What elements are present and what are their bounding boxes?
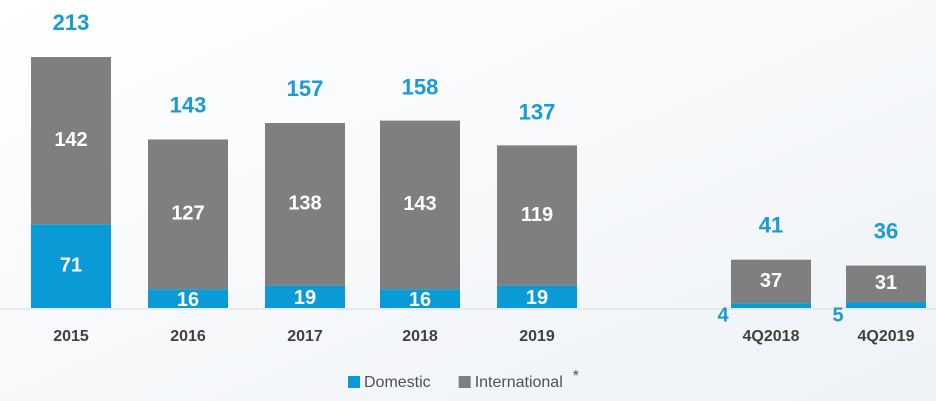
x-tick-label: 2015 xyxy=(53,328,89,345)
bar-segment xyxy=(731,259,811,304)
legend-swatch xyxy=(458,376,471,388)
bar-segment xyxy=(31,57,111,225)
x-tick-label: 2018 xyxy=(402,328,438,345)
x-tick-label: 4Q2019 xyxy=(858,328,915,345)
total-label: 137 xyxy=(519,99,556,124)
x-tick-label: 2019 xyxy=(519,328,555,345)
bar-segment xyxy=(846,265,926,303)
segment-label: 127 xyxy=(171,203,204,225)
segment-label: 143 xyxy=(403,193,436,215)
bar-segment xyxy=(265,122,345,286)
bar-segment xyxy=(497,285,577,308)
bar-segment xyxy=(148,139,228,290)
x-tick-label: 4Q2018 xyxy=(743,328,800,345)
total-label: 158 xyxy=(402,75,439,100)
segment-label: 16 xyxy=(177,289,199,311)
bar-segment xyxy=(846,302,926,308)
total-label: 213 xyxy=(53,10,90,35)
legend-label: International xyxy=(475,374,563,391)
total-label: 41 xyxy=(759,212,783,237)
total-label: 157 xyxy=(287,76,324,101)
bar-segment xyxy=(497,145,577,286)
segment-label: 31 xyxy=(875,272,897,294)
segment-label: 19 xyxy=(526,287,548,309)
bar-segment xyxy=(148,289,228,308)
segment-label: 16 xyxy=(409,289,431,311)
bar-segment xyxy=(380,289,460,308)
bar-segment xyxy=(380,120,460,290)
segment-label: 5 xyxy=(832,304,843,326)
legend-label: Domestic xyxy=(364,374,431,391)
legend-note: * xyxy=(573,368,579,385)
x-tick-label: 2016 xyxy=(170,328,206,345)
bar-segment xyxy=(31,224,111,308)
total-label: 36 xyxy=(874,218,898,243)
legend-swatch xyxy=(348,376,360,388)
segment-label: 142 xyxy=(54,129,87,151)
segment-label: 4 xyxy=(717,304,729,326)
segment-label: 71 xyxy=(60,254,82,276)
segment-label: 37 xyxy=(760,270,782,292)
bar-segment xyxy=(265,285,345,308)
segment-label: 119 xyxy=(521,204,553,226)
total-label: 143 xyxy=(170,92,207,117)
bar-segment xyxy=(731,303,811,308)
segment-label: 138 xyxy=(288,193,321,215)
segment-label: 19 xyxy=(294,287,316,309)
x-tick-label: 2017 xyxy=(287,328,323,345)
